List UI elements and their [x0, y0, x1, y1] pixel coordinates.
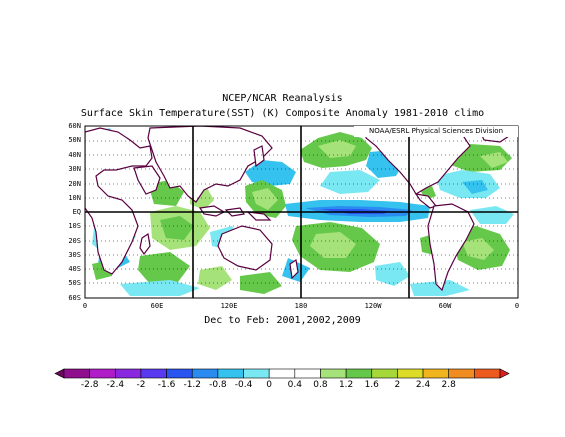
- colorbar-label: -2.8: [80, 380, 99, 390]
- reference-grid: [85, 126, 518, 298]
- colorbar-label: 2.8: [441, 380, 456, 390]
- lat-label: 40N: [68, 151, 81, 159]
- colorbar-cell: [268, 368, 296, 379]
- colorbar-cell: [474, 368, 501, 379]
- lon-label: 60E: [150, 302, 164, 310]
- lon-label: 60W: [438, 302, 452, 310]
- lat-label: 20N: [68, 180, 81, 188]
- lat-label: 10S: [68, 222, 81, 230]
- colorbar-cell: [294, 368, 321, 379]
- colorbar-cell: [243, 368, 270, 379]
- colorbar-label: 0: [266, 380, 273, 390]
- lon-label: 0: [82, 302, 88, 310]
- colorbar-label: -0.4: [234, 380, 253, 390]
- colorbar-cell: [191, 368, 219, 379]
- lat-label: 50N: [68, 136, 81, 144]
- coastlines: [85, 126, 513, 292]
- lon-label: 0: [514, 302, 520, 310]
- colorbar-cell: [217, 368, 244, 379]
- lat-label: 30N: [68, 165, 81, 173]
- colorbar-label: 0.4: [287, 380, 302, 390]
- lat-gridlines: [85, 140, 518, 284]
- colorbar-arrow-high: [499, 368, 510, 379]
- map-subtitle: Surface Skin Temperature(SST) (K) Compos…: [80, 108, 485, 119]
- lat-label: 50S: [68, 279, 81, 287]
- colorbar-label: 1.2: [338, 380, 354, 390]
- lat-label: EQ: [72, 208, 81, 216]
- colorbar-label: 2: [394, 380, 401, 390]
- colorbar-label: -1.2: [183, 380, 202, 390]
- colorbar-cell: [320, 368, 347, 379]
- lat-label: 10N: [68, 194, 81, 202]
- colorbar-label: -0.8: [209, 380, 227, 390]
- colorbar-label: -2: [136, 380, 146, 390]
- colorbar-cell: [166, 368, 193, 379]
- colorbar-cell: [89, 368, 116, 379]
- lat-label: 20S: [68, 237, 81, 245]
- colorbar-cell: [371, 368, 398, 379]
- colorbar-label: -2.4: [106, 380, 125, 390]
- lon-label: 120W: [364, 302, 382, 310]
- colorbar-label: 0.8: [313, 380, 328, 390]
- colorbar-cell: [63, 368, 90, 379]
- colorbar-cell: [397, 368, 424, 379]
- lon-label: 180: [294, 302, 308, 310]
- colorbar-cell: [114, 368, 142, 379]
- lat-label: 60S: [68, 294, 81, 302]
- colorbar-cell: [140, 368, 167, 379]
- colorbar-label: 2.4: [415, 380, 431, 390]
- lon-label: 120E: [220, 302, 238, 310]
- map-frame: [84, 125, 519, 299]
- credit-label: NOAA/ESRL Physical Sciences Division: [354, 126, 518, 137]
- map-title: NCEP/NCAR Reanalysis: [222, 93, 343, 104]
- colorbar-cell: [422, 368, 450, 379]
- colorbar-label: 1.6: [364, 380, 379, 390]
- period-label: Dec to Feb: 2001,2002,2009: [204, 315, 361, 326]
- lat-label: 60N: [68, 122, 81, 130]
- colorbar-cell: [448, 368, 475, 379]
- colorbar-label: -1.6: [157, 380, 176, 390]
- colorbar-cell: [345, 368, 373, 379]
- colorbar-arrow-low: [54, 368, 65, 379]
- lat-label: 40S: [68, 265, 81, 273]
- lat-label: 30S: [68, 251, 81, 259]
